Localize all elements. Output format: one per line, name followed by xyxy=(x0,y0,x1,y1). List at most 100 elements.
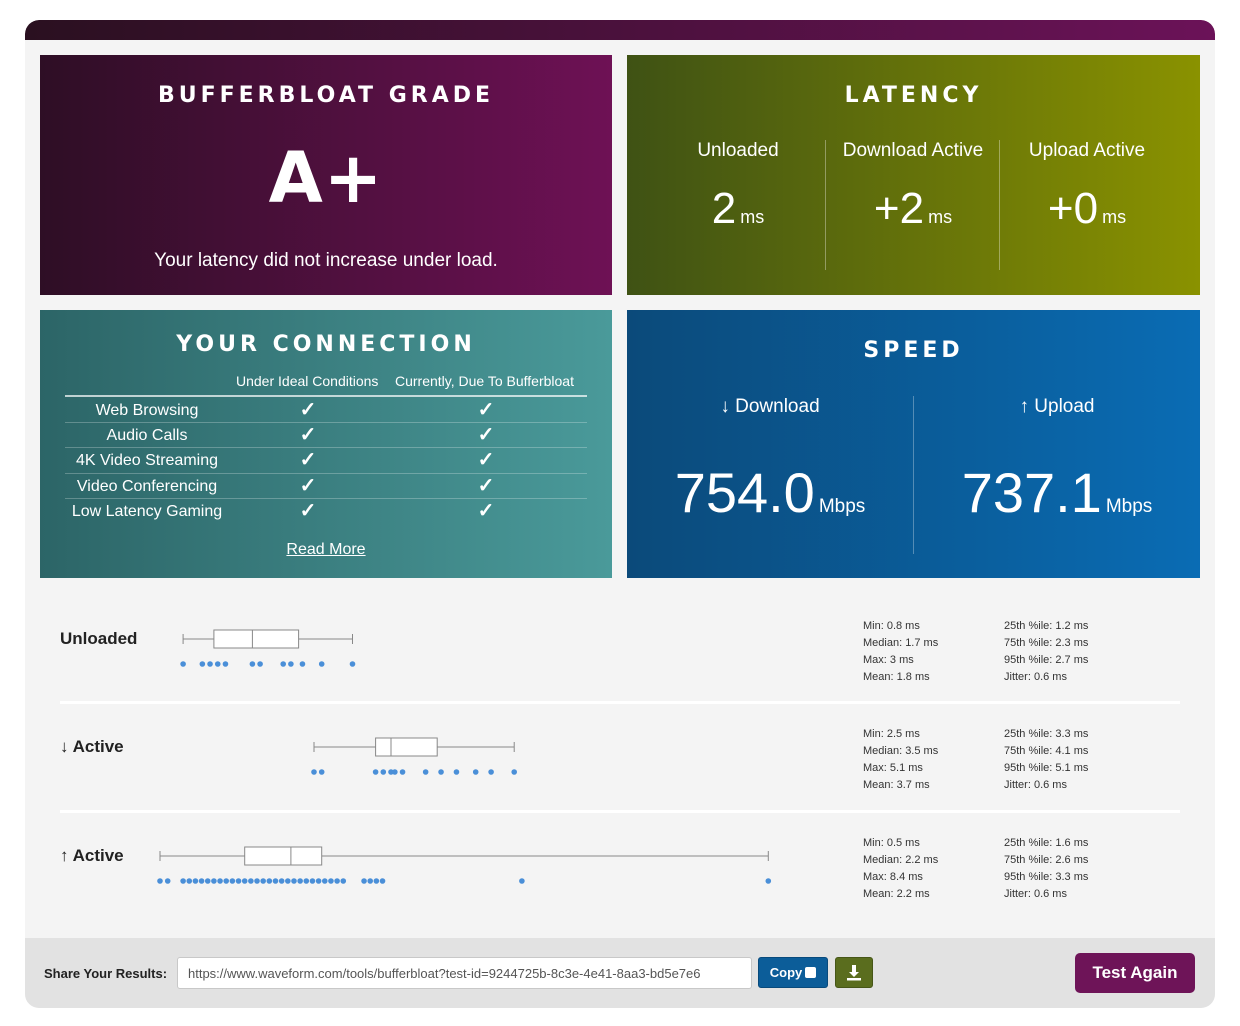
stats-summary: Min: 2.5 ms Median: 3.5 ms Max: 5.1 ms M… xyxy=(863,726,938,794)
stat-median: Median: 1.7 ms xyxy=(863,637,939,649)
sample-point xyxy=(241,878,248,884)
row-divider xyxy=(65,473,587,474)
latency-divider xyxy=(825,140,826,270)
read-more-link[interactable]: Read More xyxy=(286,541,366,558)
sample-point xyxy=(186,878,193,884)
sample-point xyxy=(328,878,334,884)
upload-value: 737.1 xyxy=(961,461,1102,524)
sample-point xyxy=(278,878,285,884)
sample-point xyxy=(235,878,242,884)
sample-point xyxy=(180,878,186,884)
sample-point xyxy=(223,878,230,884)
upload-speed: ↑ Upload 737.1 Mbps xyxy=(914,396,1200,525)
sample-point xyxy=(399,769,406,775)
unloaded-distribution: Unloaded Min: 0.8 ms Median: 1.7 ms Max:… xyxy=(60,615,1180,695)
sample-point xyxy=(422,769,429,775)
sample-point xyxy=(765,878,772,884)
distribution-label: ↓ Active xyxy=(60,737,124,756)
section-divider xyxy=(60,701,1180,704)
sample-point xyxy=(272,878,279,884)
download-label: ↓ Download xyxy=(720,396,820,417)
check-icon: ✓ xyxy=(477,399,495,421)
latency-divider xyxy=(999,140,1000,270)
check-icon: ✓ xyxy=(477,500,495,522)
share-url-input[interactable] xyxy=(177,957,752,989)
results-frame: BUFFERBLOAT GRADE A+ Your latency did no… xyxy=(25,20,1215,1008)
upload-active-box-plot xyxy=(157,846,772,884)
sample-point xyxy=(511,769,517,775)
check-icon: ✓ xyxy=(299,449,317,471)
table-row: Audio Calls ✓ ✓ xyxy=(65,423,587,448)
stat-mean: Mean: 2.2 ms xyxy=(863,888,930,900)
stat-p75: 75th %ile: 4.1 ms xyxy=(1004,745,1089,757)
sample-point xyxy=(367,878,374,884)
stat-max: Max: 8.4 ms xyxy=(863,871,923,883)
sample-point xyxy=(318,769,325,775)
latency-unloaded: Unloaded 2 ms xyxy=(651,140,825,270)
sample-point xyxy=(207,661,213,667)
sample-point xyxy=(392,769,398,775)
stat-min: Min: 2.5 ms xyxy=(863,728,920,740)
stat-p25: 25th %ile: 3.3 ms xyxy=(1004,728,1089,740)
col-current-header: Currently, Due To Bufferbloat xyxy=(395,373,574,389)
stats-summary: Min: 0.5 ms Median: 2.2 ms Max: 8.4 ms M… xyxy=(863,835,938,903)
sample-point xyxy=(260,878,266,884)
table-row: Web Browsing ✓ ✓ xyxy=(65,398,587,423)
latency-upload-active: Upload Active +0 ms xyxy=(1000,140,1174,270)
latency-unit: ms xyxy=(740,207,765,227)
latency-value: +2 xyxy=(873,184,925,233)
stat-p25: 25th %ile: 1.6 ms xyxy=(1004,837,1089,849)
check-icon: ✓ xyxy=(299,500,317,522)
latency-label: Upload Active xyxy=(1028,140,1146,161)
activity-name: 4K Video Streaming xyxy=(75,452,218,469)
iqr-box xyxy=(244,846,323,866)
sample-point xyxy=(222,661,229,667)
sample-point xyxy=(379,878,386,884)
sample-point xyxy=(217,878,223,884)
sample-point xyxy=(299,661,306,667)
test-again-button[interactable]: Test Again xyxy=(1075,953,1195,993)
latency-unit: ms xyxy=(928,207,953,227)
latency-label: Download Active xyxy=(842,140,984,161)
sample-point xyxy=(291,878,297,884)
stat-p75: 75th %ile: 2.3 ms xyxy=(1004,637,1089,649)
distribution-label: Unloaded xyxy=(60,629,138,648)
stat-jitter: Jitter: 0.6 ms xyxy=(1004,888,1067,900)
table-divider xyxy=(65,395,587,397)
latency-panel: LATENCY Unloaded 2 ms Download Active +2 m… xyxy=(627,55,1200,295)
copy-icon xyxy=(805,967,817,978)
speed-panel: SPEED ↓ Download 754.0 Mbps ↑ Upload 737.… xyxy=(627,310,1200,578)
share-bar: Share Your Results: Copy Test Again xyxy=(25,938,1215,1008)
stat-max: Max: 3 ms xyxy=(863,654,914,666)
grade-description: Your latency did not increase under load… xyxy=(154,250,498,271)
copy-button[interactable]: Copy xyxy=(758,957,828,988)
sample-point xyxy=(318,661,325,667)
sample-point xyxy=(280,661,286,667)
sample-point xyxy=(180,661,186,667)
stat-p95: 95th %ile: 3.3 ms xyxy=(1004,871,1089,883)
upload-unit: Mbps xyxy=(1105,496,1153,517)
sample-point xyxy=(488,769,494,775)
grade-value: A+ xyxy=(268,137,384,219)
check-icon: ✓ xyxy=(477,475,495,497)
download-button[interactable] xyxy=(835,957,873,988)
sample-point xyxy=(380,769,387,775)
table-row: 4K Video Streaming ✓ ✓ xyxy=(65,448,587,473)
sample-point xyxy=(248,878,254,884)
sample-point xyxy=(192,878,199,884)
stats-percentiles: 25th %ile: 1.6 ms 75th %ile: 2.6 ms 95th… xyxy=(1004,835,1088,903)
section-divider xyxy=(60,810,1180,813)
stat-jitter: Jitter: 0.6 ms xyxy=(1004,779,1067,791)
upload-label: ↑ Upload xyxy=(1019,396,1095,417)
sample-point xyxy=(164,878,171,884)
share-label: Share Your Results: xyxy=(44,966,168,981)
sample-point xyxy=(388,769,394,775)
activity-name: Web Browsing xyxy=(95,402,199,419)
iqr-box xyxy=(213,629,300,649)
sample-point xyxy=(372,769,379,775)
connection-title: YOUR CONNECTION xyxy=(176,332,476,357)
sample-point xyxy=(519,878,525,884)
table-row: Video Conferencing ✓ ✓ xyxy=(65,474,587,499)
row-divider xyxy=(65,447,587,448)
sample-point xyxy=(288,661,294,667)
